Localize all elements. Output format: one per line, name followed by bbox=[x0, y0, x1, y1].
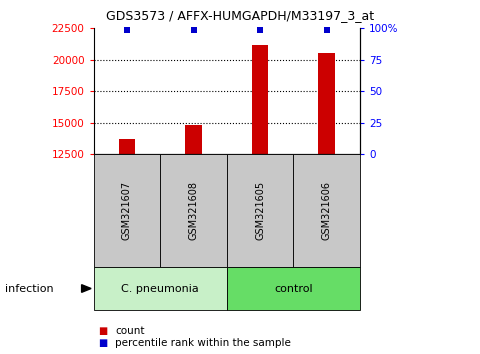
Text: GSM321606: GSM321606 bbox=[322, 181, 332, 240]
Text: GSM321607: GSM321607 bbox=[122, 181, 132, 240]
Text: count: count bbox=[115, 326, 144, 336]
Text: GSM321605: GSM321605 bbox=[255, 181, 265, 240]
Text: GDS3573 / AFFX-HUMGAPDH/M33197_3_at: GDS3573 / AFFX-HUMGAPDH/M33197_3_at bbox=[106, 9, 374, 22]
Text: percentile rank within the sample: percentile rank within the sample bbox=[115, 338, 291, 348]
Text: control: control bbox=[274, 284, 312, 293]
Text: C. pneumonia: C. pneumonia bbox=[121, 284, 199, 293]
Text: ■: ■ bbox=[98, 338, 108, 348]
Text: infection: infection bbox=[5, 284, 53, 293]
Text: GSM321608: GSM321608 bbox=[189, 181, 199, 240]
Bar bbox=[252, 45, 268, 154]
Bar bbox=[185, 125, 202, 154]
Bar bbox=[119, 139, 135, 154]
Bar bbox=[318, 53, 335, 154]
Text: ■: ■ bbox=[98, 326, 108, 336]
